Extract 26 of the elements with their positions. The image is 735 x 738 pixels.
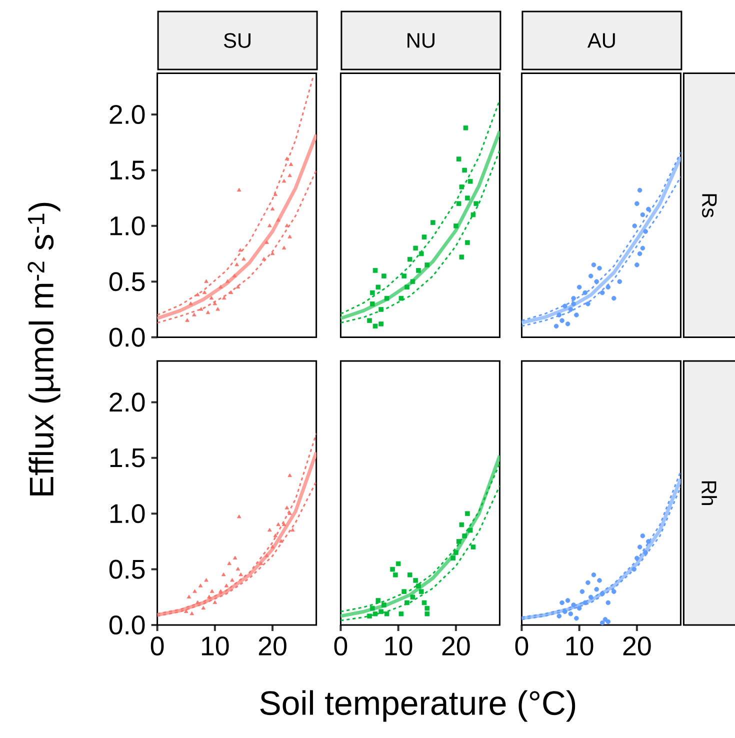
y-tick-label: 0.5 bbox=[109, 272, 145, 292]
y-tick-label: 1.5 bbox=[110, 160, 145, 180]
x-tick-label: 10 bbox=[385, 636, 412, 656]
x-axis-title: Soil temperature (°C) bbox=[260, 690, 576, 722]
x-tick-label: 10 bbox=[566, 636, 594, 656]
chart-title: NU bbox=[408, 33, 434, 48]
y-tick-label: 0.0 bbox=[109, 328, 145, 347]
x-tick-label: 10 bbox=[202, 636, 229, 656]
y-tick-label: 1.0 bbox=[110, 216, 145, 236]
y-tick-label: 1.5 bbox=[110, 448, 145, 468]
y-axis-title: Efflux (µmol m$^{-2}$ s$^{-1}$) bbox=[28, 202, 60, 496]
chart-title: SU bbox=[224, 33, 250, 48]
x-tick-label: 20 bbox=[258, 636, 286, 656]
y-tick-label: 2.0 bbox=[110, 392, 145, 412]
x-tick-label: 0 bbox=[334, 636, 348, 656]
y2-axis-title: Rs bbox=[702, 194, 717, 218]
y-tick-label: 0.0 bbox=[109, 615, 145, 635]
x-tick-label: 0 bbox=[150, 636, 164, 656]
chart-title: AU bbox=[587, 33, 615, 48]
y-tick-label: 2.0 bbox=[110, 104, 145, 124]
x-tick-label: 0 bbox=[515, 636, 528, 656]
x-tick-label: 20 bbox=[442, 636, 470, 656]
y-tick-label: 0.5 bbox=[109, 560, 145, 579]
y2-axis-title: Rh bbox=[702, 481, 717, 506]
y-tick-label: 1.0 bbox=[110, 504, 145, 524]
x-tick-label: 20 bbox=[623, 636, 651, 656]
